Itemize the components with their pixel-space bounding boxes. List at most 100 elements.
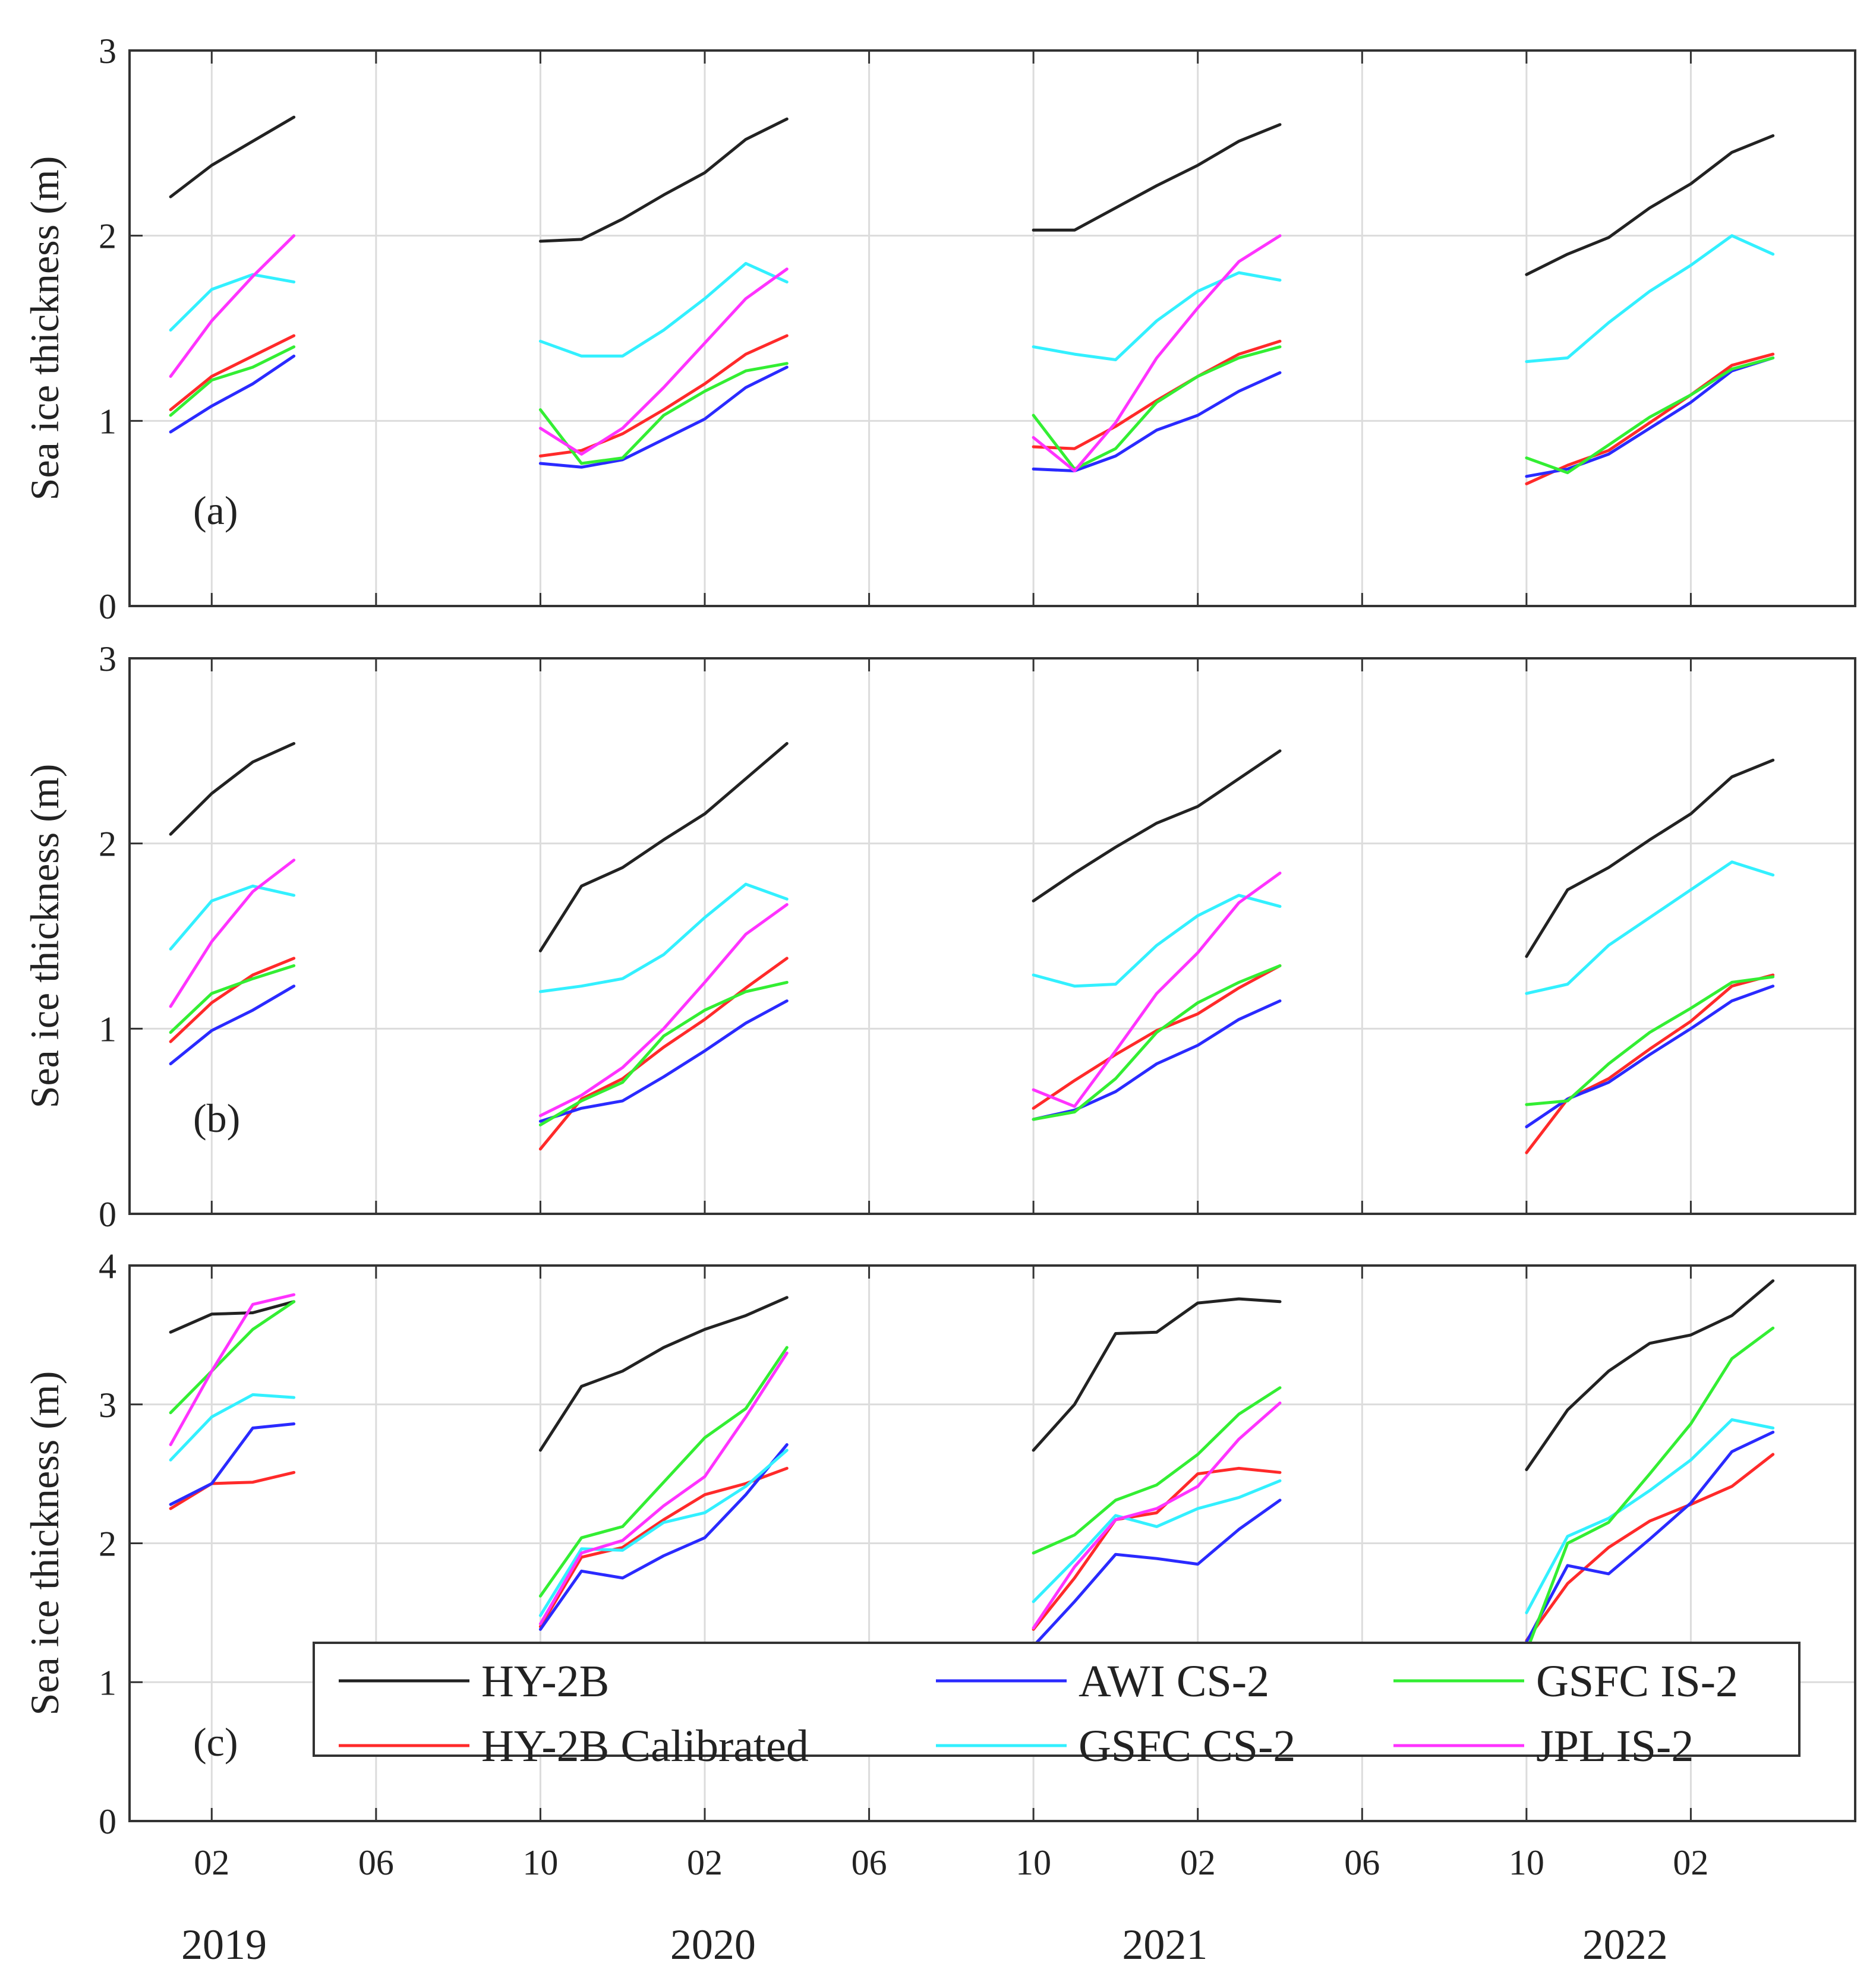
series-line-hy-2b [1032,749,1282,903]
y-axis-label: Sea ice thickness (m) [22,156,67,501]
series-line-awi-cs-2 [1525,356,1775,478]
series-line-gsfc-cs-2 [1525,860,1775,995]
x-tick-label: 02 [687,1843,723,1882]
series-line-awi-cs-2 [169,984,296,1065]
legend-box [313,1642,1801,1757]
x-tick-label: 02 [194,1843,229,1882]
legend-item-gsfc-is-2: GSFC IS-2 [1393,1656,1738,1706]
y-tick-label: 0 [99,1195,116,1234]
series-line-gsfc-is-2 [169,345,296,417]
x-tick-label: 06 [1344,1843,1380,1882]
panel-b: 0 1 2 3 (b) Sea ice thickness (m) [22,639,1856,1234]
series-line-hy-2b [169,1300,296,1334]
series-line-gsfc-is-2 [1525,356,1775,475]
series-line-hy-2b-calibrated [1032,339,1282,450]
series-line-gsfc-is-2 [1032,964,1282,1121]
series-line-hy-2b [538,1296,789,1452]
series-line-hy-2b-calibrated [169,957,296,1043]
panel-a: 0 1 2 3 (a) Sea ice thickness (m) [22,31,1856,626]
series-line-jpl-is-2 [169,234,296,378]
axes-frame [128,49,1856,607]
x-tick-label: 06 [358,1843,394,1882]
series-line-jpl-is-2 [1032,1401,1282,1630]
series-line-hy-2b [538,741,789,952]
series-line-hy-2b-calibrated [538,334,789,457]
y-tick-label: 4 [99,1247,116,1286]
series-line-gsfc-cs-2 [1032,1479,1282,1604]
series-line-hy-2b [1525,1279,1775,1472]
series-line-awi-cs-2 [538,999,789,1123]
series-line-hy-2b-calibrated [169,1471,296,1510]
series-line-gsfc-is-2 [538,980,789,1126]
x-tick-label: 10 [522,1843,558,1882]
series-line-hy-2b [1032,1297,1282,1452]
series-line-hy-2b-calibrated [1525,1453,1775,1642]
y-tick-label: 3 [99,639,116,679]
x-tick-label: 02 [1180,1843,1216,1882]
series-line-gsfc-cs-2 [169,884,296,951]
year-label: 2019 [181,1921,267,1968]
x-tick-label: 06 [852,1843,887,1882]
legend-item-hy-2b: HY-2B [339,1656,609,1706]
y-axis-label: Sea ice thickness (m) [22,764,67,1109]
series-line-jpl-is-2 [538,903,789,1118]
series-line-awi-cs-2 [169,354,296,434]
legend-label: AWI CS-2 [1079,1656,1269,1706]
y-axis-label: Sea ice thickness (m) [22,1371,67,1716]
series-line-hy-2b-calibrated [1032,1466,1282,1631]
series-line-hy-2b [1525,134,1775,276]
plot-area [130,658,1855,1214]
panel-label: (b) [193,1096,240,1141]
x-tick-label: 10 [1016,1843,1051,1882]
series-line-hy-2b-calibrated [538,957,789,1151]
series-line-gsfc-cs-2 [1032,894,1282,988]
series-line-awi-cs-2 [1525,1431,1775,1643]
year-label: 2022 [1582,1921,1668,1968]
series-line-gsfc-cs-2 [538,882,789,993]
y-tick-label: 0 [99,1802,116,1841]
series-line-gsfc-is-2 [169,964,296,1034]
x-tick-label: 10 [1509,1843,1544,1882]
series-line-hy-2b [1032,123,1282,232]
legend: HY-2B HY-2B Calibrated AWI CS-2 GSFC CS-2 GS… [313,1642,1801,1771]
series-line-awi-cs-2 [1032,1498,1282,1648]
series-line-hy-2b [169,741,296,836]
y-tick-label: 2 [99,825,116,864]
series-line-hy-2b-calibrated [1525,352,1775,485]
y-tick-label: 1 [99,402,116,441]
axes-frame [128,657,1856,1215]
series-line-gsfc-is-2 [538,362,789,465]
series-line-gsfc-cs-2 [169,1393,296,1462]
series-line-jpl-is-2 [169,859,296,1008]
legend-label: HY-2B [481,1656,609,1706]
series-line-hy-2b [538,117,789,243]
series-line-hy-2b-calibrated [169,334,296,412]
axes-frame [128,1264,1856,1822]
series-line-jpl-is-2 [538,1351,789,1626]
series-line-gsfc-cs-2 [538,1449,789,1617]
series-line-hy-2b [169,115,296,198]
year-label: 2021 [1122,1921,1207,1968]
series-line-jpl-is-2 [538,267,789,456]
y-tick-label: 2 [99,1525,116,1564]
series-line-awi-cs-2 [538,1443,789,1631]
y-tick-label: 1 [99,1663,116,1702]
y-tick-label: 2 [99,217,116,256]
legend-item-awi-cs-2: AWI CS-2 [936,1656,1269,1706]
series-line-gsfc-cs-2 [1525,1418,1775,1614]
series-line-gsfc-is-2 [538,1346,789,1598]
y-tick-label: 3 [99,1386,116,1425]
x-tick-label: 02 [1673,1843,1708,1882]
y-tick-label: 0 [99,587,116,626]
series-line-hy-2b-calibrated [538,1466,789,1629]
series-line-jpl-is-2 [169,1293,296,1446]
legend-item-hy-2b-calibrated: HY-2B Calibrated [339,1721,809,1771]
legend-item-jpl-is-2: JPL IS-2 [1393,1721,1694,1771]
panel-label: (c) [193,1719,238,1765]
series-line-gsfc-cs-2 [169,273,296,332]
series-line-gsfc-is-2 [1032,1386,1282,1555]
legend-label: GSFC CS-2 [1079,1721,1295,1771]
series-line-hy-2b-calibrated [1032,964,1282,1110]
panel-label: (a) [193,488,238,533]
